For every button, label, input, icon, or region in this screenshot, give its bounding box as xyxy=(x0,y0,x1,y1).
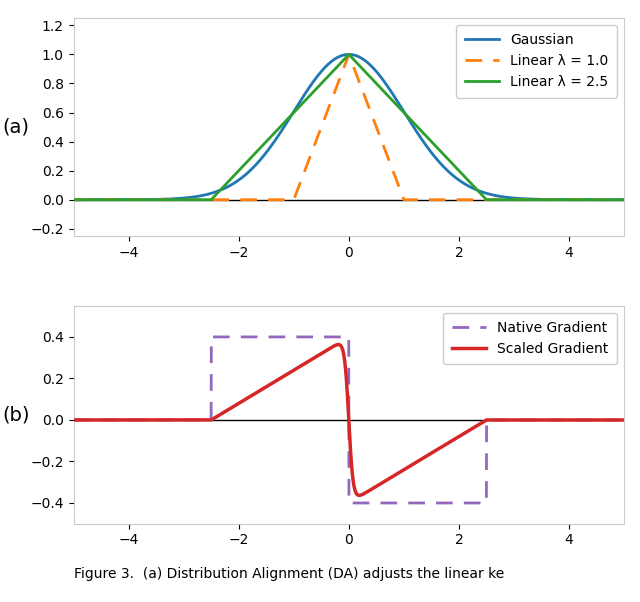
Scaled Gradient xyxy=(481,417,488,424)
Linear λ = 1.0 xyxy=(481,196,488,203)
Gaussian xyxy=(280,123,288,131)
Linear λ = 1.0 xyxy=(280,196,288,203)
Linear λ = 1.0 xyxy=(620,196,628,203)
Linear λ = 1.0 xyxy=(70,196,77,203)
Linear λ = 2.5 xyxy=(428,138,435,146)
Scaled Gradient xyxy=(355,492,363,499)
Linear λ = 2.5 xyxy=(170,196,177,203)
Text: Figure 3.  (a) Distribution Alignment (DA) adjusts the linear ke: Figure 3. (a) Distribution Alignment (DA… xyxy=(74,567,504,581)
Line: Linear λ = 1.0: Linear λ = 1.0 xyxy=(74,55,624,200)
Linear λ = 1.0 xyxy=(170,196,177,203)
Native Gradient xyxy=(280,334,288,341)
Native Gradient xyxy=(400,500,408,507)
Native Gradient xyxy=(70,417,77,424)
Linear λ = 2.5 xyxy=(70,196,77,203)
Scaled Gradient xyxy=(280,373,288,380)
Native Gradient xyxy=(428,500,436,507)
Gaussian xyxy=(620,196,628,203)
Scaled Gradient xyxy=(335,341,342,348)
Line: Gaussian: Gaussian xyxy=(74,54,624,200)
Scaled Gradient xyxy=(400,466,408,473)
Gaussian xyxy=(481,189,488,196)
Linear λ = 2.5 xyxy=(522,196,530,203)
Text: (b): (b) xyxy=(2,405,29,424)
Line: Native Gradient: Native Gradient xyxy=(74,337,624,503)
Native Gradient xyxy=(207,334,215,341)
Linear λ = 1.0 xyxy=(522,196,530,203)
Native Gradient xyxy=(620,417,628,424)
Linear λ = 1.0 xyxy=(428,196,435,203)
Legend: Native Gradient, Scaled Gradient: Native Gradient, Scaled Gradient xyxy=(444,312,617,364)
Line: Linear λ = 2.5: Linear λ = 2.5 xyxy=(74,54,624,200)
Gaussian xyxy=(428,149,435,157)
Native Gradient xyxy=(345,500,353,507)
Gaussian xyxy=(170,195,177,202)
Line: Scaled Gradient: Scaled Gradient xyxy=(74,344,624,495)
Linear λ = 2.5 xyxy=(620,196,628,203)
Legend: Gaussian, Linear λ = 1.0, Linear λ = 2.5: Gaussian, Linear λ = 1.0, Linear λ = 2.5 xyxy=(456,25,617,98)
Scaled Gradient xyxy=(70,417,77,424)
Native Gradient xyxy=(522,417,530,424)
Text: (a): (a) xyxy=(3,117,29,137)
Linear λ = 1.0 xyxy=(345,51,353,58)
Gaussian xyxy=(70,196,77,203)
Linear λ = 2.5 xyxy=(400,109,408,116)
Gaussian xyxy=(345,51,353,58)
Linear λ = 2.5 xyxy=(280,119,288,126)
Linear λ = 2.5 xyxy=(345,51,353,58)
Linear λ = 1.0 xyxy=(400,196,408,203)
Scaled Gradient xyxy=(170,417,177,424)
Gaussian xyxy=(522,195,530,202)
Gaussian xyxy=(400,108,408,115)
Scaled Gradient xyxy=(522,417,530,424)
Scaled Gradient xyxy=(620,417,628,424)
Native Gradient xyxy=(481,500,488,507)
Native Gradient xyxy=(170,417,177,424)
Scaled Gradient xyxy=(428,449,436,456)
Linear λ = 2.5 xyxy=(481,194,488,201)
